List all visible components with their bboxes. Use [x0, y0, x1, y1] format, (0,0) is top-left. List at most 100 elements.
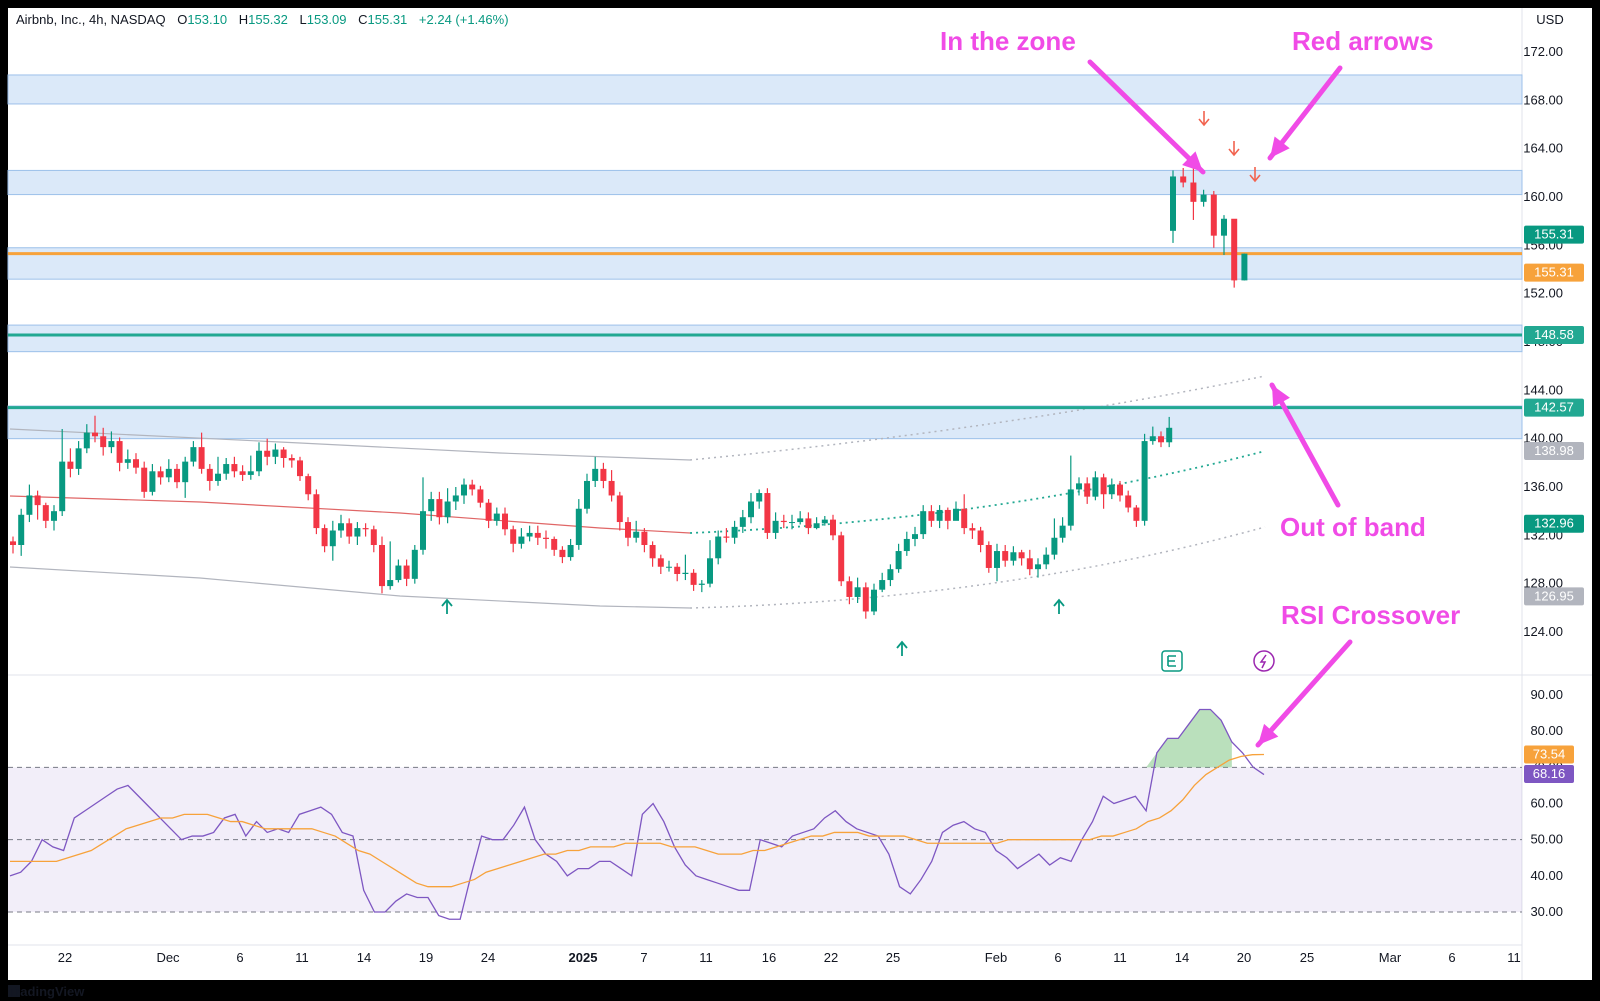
- band-lower-projection: [689, 526, 1266, 609]
- tradingview-logo[interactable]: TradingView: [8, 984, 84, 999]
- candle: [1010, 546, 1017, 566]
- time-tick-label: 14: [357, 950, 371, 965]
- candle-body: [247, 471, 254, 475]
- candle-body: [1200, 194, 1207, 202]
- candle-body: [321, 528, 328, 547]
- candle: [994, 543, 1000, 582]
- candle: [830, 514, 836, 541]
- annotation-arrow-out-of-band: [1269, 382, 1341, 508]
- candle: [18, 508, 25, 556]
- candle-body: [100, 436, 107, 448]
- candle: [912, 526, 918, 547]
- candle-body: [338, 523, 344, 531]
- candle-body: [272, 449, 279, 457]
- candle: [575, 499, 582, 550]
- candle: [879, 572, 886, 593]
- candle-body: [543, 537, 549, 539]
- candle: [756, 489, 763, 509]
- price-tag-label: 155.31: [1534, 227, 1574, 242]
- candle: [198, 432, 205, 474]
- close-value: 155.31: [367, 12, 408, 27]
- candle: [764, 488, 771, 539]
- annotation-arrow-line: [1269, 382, 1341, 508]
- candle: [477, 485, 484, 508]
- annotation-rsi-crossover: RSI Crossover: [1281, 600, 1461, 630]
- candle-body: [748, 501, 754, 518]
- candle-body: [313, 494, 320, 529]
- candle: [387, 541, 394, 590]
- candle: [944, 507, 951, 530]
- symbol-legend: Airbnb, Inc., 4h, NASDAQ O153.10 H155.32…: [16, 12, 509, 27]
- candle-body: [1108, 484, 1115, 495]
- candle-body: [141, 467, 148, 492]
- candle: [1108, 478, 1115, 500]
- candle: [502, 507, 508, 536]
- buy-signal-arrow: [896, 640, 908, 656]
- candle-body: [469, 484, 476, 490]
- candle-body: [1190, 182, 1197, 202]
- candle: [1117, 480, 1123, 502]
- price-tag-bg: [1524, 514, 1584, 533]
- open-value: 153.10: [187, 12, 228, 27]
- candle: [1149, 426, 1156, 445]
- candle-body: [1051, 537, 1058, 555]
- candle: [75, 441, 82, 475]
- candle-body: [362, 528, 369, 530]
- annotation-arrow-rsi-crossover: [1255, 639, 1353, 748]
- candle: [223, 458, 230, 480]
- candle: [953, 501, 959, 521]
- candle: [362, 523, 369, 537]
- candle: [264, 438, 271, 466]
- candle-body: [1067, 489, 1074, 526]
- candle-body: [707, 558, 713, 584]
- price-tag: 138.98: [1524, 441, 1584, 460]
- candle: [600, 462, 607, 489]
- candle-body: [108, 441, 115, 448]
- candle-body: [674, 566, 681, 574]
- candle-body: [215, 473, 221, 481]
- candle-body: [485, 502, 492, 521]
- rsi-line: [9, 708, 1265, 920]
- candle: [313, 489, 320, 535]
- candle-body: [625, 522, 631, 538]
- time-tick-label: 20: [1237, 950, 1251, 965]
- low-value: 153.09: [306, 12, 347, 27]
- candle: [280, 447, 287, 468]
- candle-body: [862, 587, 869, 612]
- candle-body: [92, 432, 98, 437]
- candle-body: [526, 532, 533, 537]
- price-tag: 142.57: [1524, 398, 1584, 417]
- band-upper-projection: [689, 375, 1266, 461]
- candle: [666, 560, 672, 572]
- candle: [403, 559, 410, 587]
- time-tick-label: 11: [1507, 950, 1521, 965]
- candle: [739, 509, 746, 533]
- annotation-out-of-band: Out of band: [1280, 512, 1426, 542]
- candle-body: [895, 551, 902, 570]
- candle: [641, 528, 648, 553]
- candle-body: [1158, 436, 1164, 443]
- candle-body: [133, 459, 139, 468]
- candle: [674, 563, 681, 582]
- candle: [215, 456, 221, 486]
- candle: [1170, 170, 1176, 243]
- candle: [969, 523, 976, 539]
- candle-body: [1221, 218, 1227, 236]
- candle-body: [18, 514, 25, 545]
- candle: [961, 494, 968, 535]
- currency-label[interactable]: USD: [1536, 12, 1564, 27]
- candle-body: [1170, 176, 1176, 231]
- candle: [838, 531, 845, 587]
- candle-body: [1117, 484, 1123, 496]
- candle: [723, 528, 730, 543]
- candle: [370, 525, 377, 553]
- earnings-event-icon: [1161, 650, 1183, 672]
- support-resistance-zone: [7, 169, 1523, 196]
- candle-body: [641, 531, 648, 545]
- price-tick-label: 168.00: [1523, 92, 1563, 107]
- candle-body: [690, 572, 697, 585]
- candle: [190, 441, 197, 467]
- candle-body: [797, 518, 804, 523]
- candle: [51, 505, 57, 531]
